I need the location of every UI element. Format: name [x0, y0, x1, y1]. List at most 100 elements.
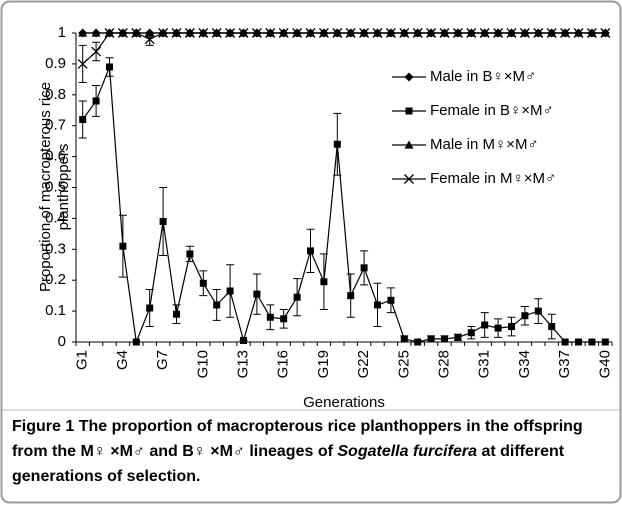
- marker: [479, 28, 490, 38]
- caption-text: The proportion of macropterous rice plan…: [12, 418, 583, 460]
- marker: [293, 293, 301, 301]
- x-tick-label: G13: [234, 350, 251, 378]
- y-tick-label: 1: [58, 24, 66, 41]
- caption: Figure 1 The proportion of macropterous …: [12, 414, 612, 489]
- marker: [106, 63, 113, 71]
- marker: [91, 28, 101, 37]
- legend-marker: [405, 107, 413, 115]
- marker: [600, 28, 611, 38]
- marker: [412, 28, 423, 38]
- marker: [586, 28, 597, 38]
- marker: [575, 338, 582, 346]
- y-tick-label: 0.3: [45, 240, 66, 257]
- marker: [251, 28, 262, 38]
- y-tick-label: 0.8: [45, 86, 66, 103]
- marker: [240, 336, 247, 344]
- marker: [117, 28, 128, 38]
- marker: [199, 279, 207, 287]
- marker: [266, 313, 274, 321]
- y-tick-label: 0.4: [45, 209, 66, 226]
- marker: [292, 28, 303, 38]
- x-tick-label: G34: [516, 350, 533, 378]
- marker: [171, 28, 182, 38]
- legend-label: Male in M♀×M♂: [430, 136, 539, 153]
- marker: [320, 278, 328, 286]
- series-line: [82, 32, 606, 65]
- marker: [280, 315, 288, 323]
- marker: [494, 324, 502, 332]
- marker: [374, 301, 381, 309]
- marker: [132, 338, 140, 346]
- x-axis-label: Generations: [303, 394, 385, 411]
- marker: [131, 28, 142, 38]
- legend-label: Female in B♀×M♂: [430, 102, 554, 119]
- marker: [414, 338, 422, 346]
- marker: [198, 28, 209, 38]
- legend-marker: [404, 140, 414, 149]
- y-tick-label: 0: [58, 333, 66, 350]
- marker: [467, 329, 475, 337]
- marker: [278, 28, 289, 38]
- x-tick-label: G31: [476, 350, 493, 378]
- x-tick-label: G19: [315, 350, 332, 378]
- marker: [601, 338, 609, 346]
- marker: [91, 46, 102, 57]
- y-tick-label: 0.7: [45, 117, 66, 134]
- marker: [104, 28, 115, 38]
- marker: [519, 28, 530, 38]
- y-tick-label: 0.9: [45, 55, 66, 72]
- marker: [548, 323, 556, 331]
- marker: [441, 335, 448, 343]
- marker: [119, 242, 127, 250]
- marker: [318, 28, 329, 38]
- marker: [573, 28, 584, 38]
- marker: [508, 323, 515, 331]
- caption-box: Figure 1 The proportion of macropterous …: [12, 414, 612, 489]
- marker: [359, 28, 370, 38]
- marker: [347, 292, 355, 300]
- marker: [211, 28, 222, 38]
- caption-label: Figure 1: [12, 418, 75, 435]
- marker: [466, 28, 477, 38]
- caption-rest: at different generations of selection.: [12, 443, 565, 485]
- x-tick-label: G1: [74, 350, 91, 370]
- marker: [184, 28, 195, 38]
- marker: [400, 335, 408, 343]
- marker: [332, 28, 343, 38]
- marker: [158, 28, 169, 38]
- marker: [238, 28, 249, 38]
- marker: [253, 290, 261, 298]
- marker: [144, 34, 155, 45]
- legend-label: Female in M♀×M♂: [430, 170, 556, 187]
- legend-marker: [404, 72, 414, 82]
- marker: [305, 28, 316, 38]
- marker: [92, 97, 100, 105]
- marker: [186, 250, 194, 258]
- y-tick-label: 0.6: [45, 148, 66, 165]
- marker: [333, 140, 341, 148]
- marker: [533, 28, 544, 38]
- y-tick-label: 0.5: [45, 178, 66, 195]
- marker: [427, 335, 435, 343]
- legend-label: Male in B♀×M♂: [430, 68, 536, 85]
- marker: [439, 28, 450, 38]
- marker: [560, 28, 571, 38]
- marker: [534, 307, 542, 315]
- marker: [225, 28, 236, 38]
- marker: [426, 28, 437, 38]
- marker: [265, 28, 276, 38]
- marker: [561, 338, 569, 346]
- x-tick-label: G37: [556, 350, 573, 378]
- marker: [521, 312, 529, 320]
- marker: [78, 28, 88, 37]
- marker: [546, 28, 557, 38]
- y-tick-label: 0.2: [45, 271, 66, 288]
- marker: [146, 304, 154, 312]
- x-tick-label: G28: [435, 350, 452, 378]
- marker: [588, 338, 596, 346]
- marker: [159, 217, 167, 225]
- x-tick-label: G16: [275, 350, 292, 378]
- x-tick-label: G25: [395, 350, 412, 378]
